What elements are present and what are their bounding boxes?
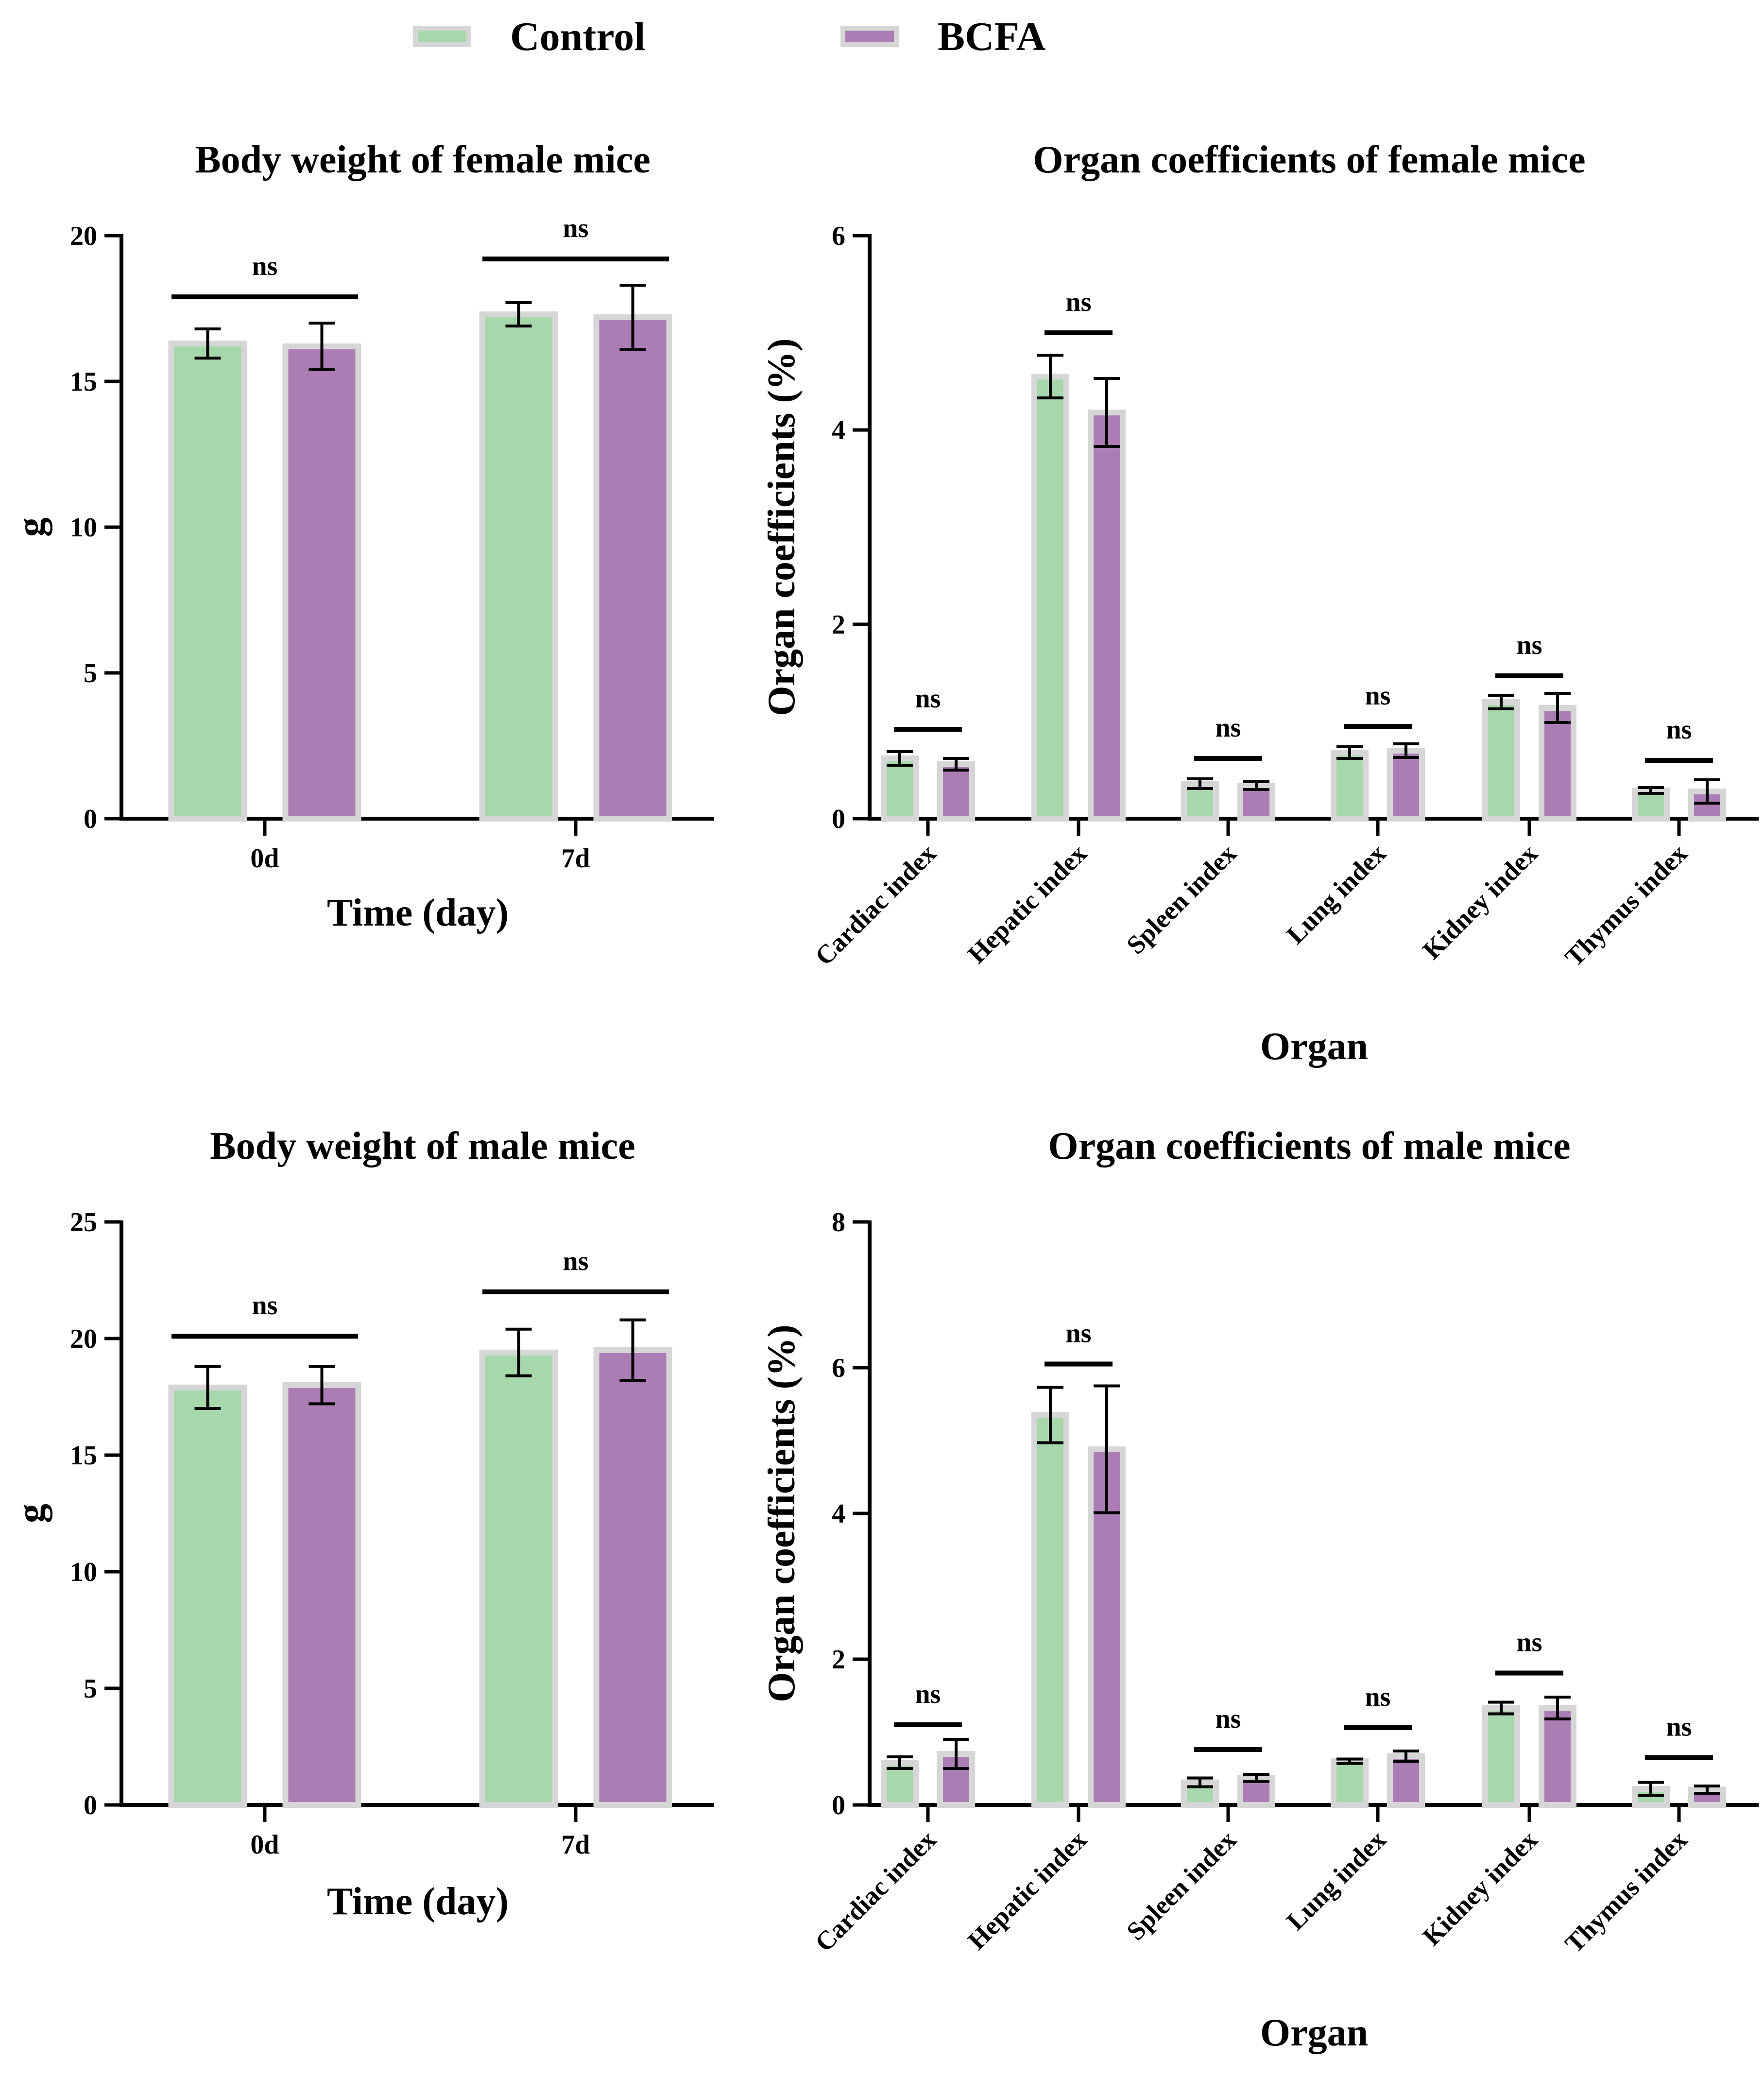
y-tick-label: 5 [84, 658, 97, 688]
y-tick-label: 15 [70, 367, 97, 397]
significance-label: ns [1216, 1704, 1241, 1734]
x-tick-label: Spleen index [1121, 1825, 1242, 1946]
bar-control [1331, 750, 1369, 822]
bar-bcfa [1387, 748, 1425, 822]
x-tick-label: 0d [250, 843, 279, 874]
x-tick-label: Lung index [1281, 839, 1391, 949]
y-tick-label: 10 [70, 1557, 97, 1587]
significance-label: ns [1066, 1319, 1092, 1349]
bar-bcfa [937, 761, 975, 822]
y-tick-label: 20 [70, 221, 97, 251]
x-tick-label: Hepatic index [962, 839, 1092, 969]
chart-title: Body weight of female mice [195, 138, 651, 181]
x-tick-label: Thymus index [1559, 1825, 1693, 1958]
significance-label: ns [252, 251, 278, 281]
y-tick-label: 0 [832, 804, 845, 834]
significance-label: ns [252, 1290, 278, 1321]
chart-body-weight-female: Body weight of female mice 0 5 10 15 20 g Time … [10, 138, 714, 934]
y-tick-label: 15 [70, 1441, 97, 1471]
significance-label: ns [1365, 681, 1391, 711]
y-axis-title: Organ coefficients (%) [768, 1324, 803, 1702]
y-tick-label: 10 [70, 513, 97, 543]
significance-label: ns [1517, 1628, 1542, 1658]
x-tick-label: Cardiac index [809, 839, 942, 971]
y-axis-title: g [10, 1504, 52, 1523]
legend-label-control: Control [510, 14, 646, 59]
x-axis-title: Time (day) [327, 1880, 509, 1923]
x-tick-label: Thymus index [1559, 839, 1693, 972]
bar-control [1031, 374, 1069, 822]
x-tick-label: 7d [561, 1830, 590, 1860]
x-tick-label: Spleen index [1121, 839, 1242, 960]
y-tick-label: 6 [832, 221, 845, 251]
bar-control [1031, 1412, 1069, 1808]
significance-label: ns [1365, 1682, 1391, 1712]
y-tick-label: 25 [70, 1207, 97, 1237]
x-tick-label: Kidney index [1417, 839, 1543, 965]
x-tick-label: Kidney index [1417, 1825, 1543, 1951]
significance-label: ns [1066, 287, 1092, 317]
significance-label: ns [563, 213, 589, 243]
chart-title: Body weight of male mice [210, 1125, 635, 1168]
legend: Control BCFA [0, 0, 1764, 73]
significance-label: ns [1517, 630, 1542, 660]
significance-label: ns [915, 1679, 941, 1709]
x-tick-label: Lung index [1281, 1825, 1391, 1936]
x-axis-title: Organ [1260, 1025, 1368, 1068]
chart-body-weight-male: Body weight of male mice 0 5 10 15 20 25 g Time … [10, 1125, 714, 1923]
x-axis-title: Time (day) [327, 892, 509, 934]
bar-control [1331, 1758, 1369, 1808]
chart-organ-coefficients-female: Organ coefficients of female mice 0 2 4 6 Org… [768, 138, 1759, 1068]
bar-bcfa [1237, 783, 1275, 822]
y-tick-label: 0 [84, 1790, 97, 1820]
y-tick-label: 2 [832, 610, 845, 640]
x-tick-label: Hepatic index [962, 1825, 1092, 1955]
significance-label: ns [1216, 713, 1241, 743]
chart-title: Organ coefficients of female mice [1033, 138, 1585, 181]
bar-bcfa [1539, 1705, 1576, 1808]
x-tick-label: 7d [561, 843, 590, 874]
x-axis-title: Organ [1260, 2011, 1368, 2054]
legend-swatch-control [413, 26, 471, 47]
y-axis-title: Organ coefficients (%) [768, 338, 803, 716]
x-tick-label: Cardiac index [809, 1825, 942, 1958]
bar-bcfa [282, 1382, 361, 1808]
bar-bcfa [593, 314, 672, 822]
bar-bcfa [593, 1347, 672, 1808]
y-tick-label: 5 [84, 1674, 97, 1704]
bar-bcfa [1539, 705, 1576, 822]
bar-control [1482, 699, 1520, 822]
y-axis-title: g [10, 517, 52, 537]
y-tick-label: 2 [832, 1645, 845, 1675]
significance-label: ns [1666, 1712, 1692, 1742]
bar-control [168, 1384, 247, 1808]
y-tick-label: 0 [84, 804, 97, 834]
y-tick-label: 0 [832, 1790, 845, 1820]
chart-organ-coefficients-male: Organ coefficients of male mice 0 2 4 6 8 Orga… [768, 1125, 1759, 2054]
bar-control [168, 341, 247, 822]
significance-label: ns [1666, 715, 1692, 745]
significance-label: ns [563, 1246, 589, 1276]
y-tick-label: 4 [832, 415, 845, 446]
legend-swatch-bcfa [840, 26, 899, 47]
y-tick-label: 8 [832, 1207, 845, 1237]
x-tick-label: 0d [250, 1830, 279, 1860]
legend-label-bcfa: BCFA [938, 14, 1046, 59]
bar-bcfa [282, 343, 361, 822]
bar-bcfa [1387, 1753, 1425, 1808]
legend-item-bcfa: BCFA [840, 14, 1046, 59]
y-tick-label: 20 [70, 1324, 97, 1354]
significance-label: ns [915, 684, 941, 714]
y-tick-label: 6 [832, 1353, 845, 1383]
legend-item-control: Control [413, 14, 646, 59]
y-tick-label: 4 [832, 1499, 845, 1529]
bar-control [881, 756, 919, 822]
bar-bcfa [1088, 410, 1126, 822]
bar-control [479, 311, 558, 822]
bar-control [1482, 1705, 1520, 1808]
chart-title: Organ coefficients of male mice [1048, 1125, 1570, 1168]
bar-control [479, 1349, 558, 1808]
